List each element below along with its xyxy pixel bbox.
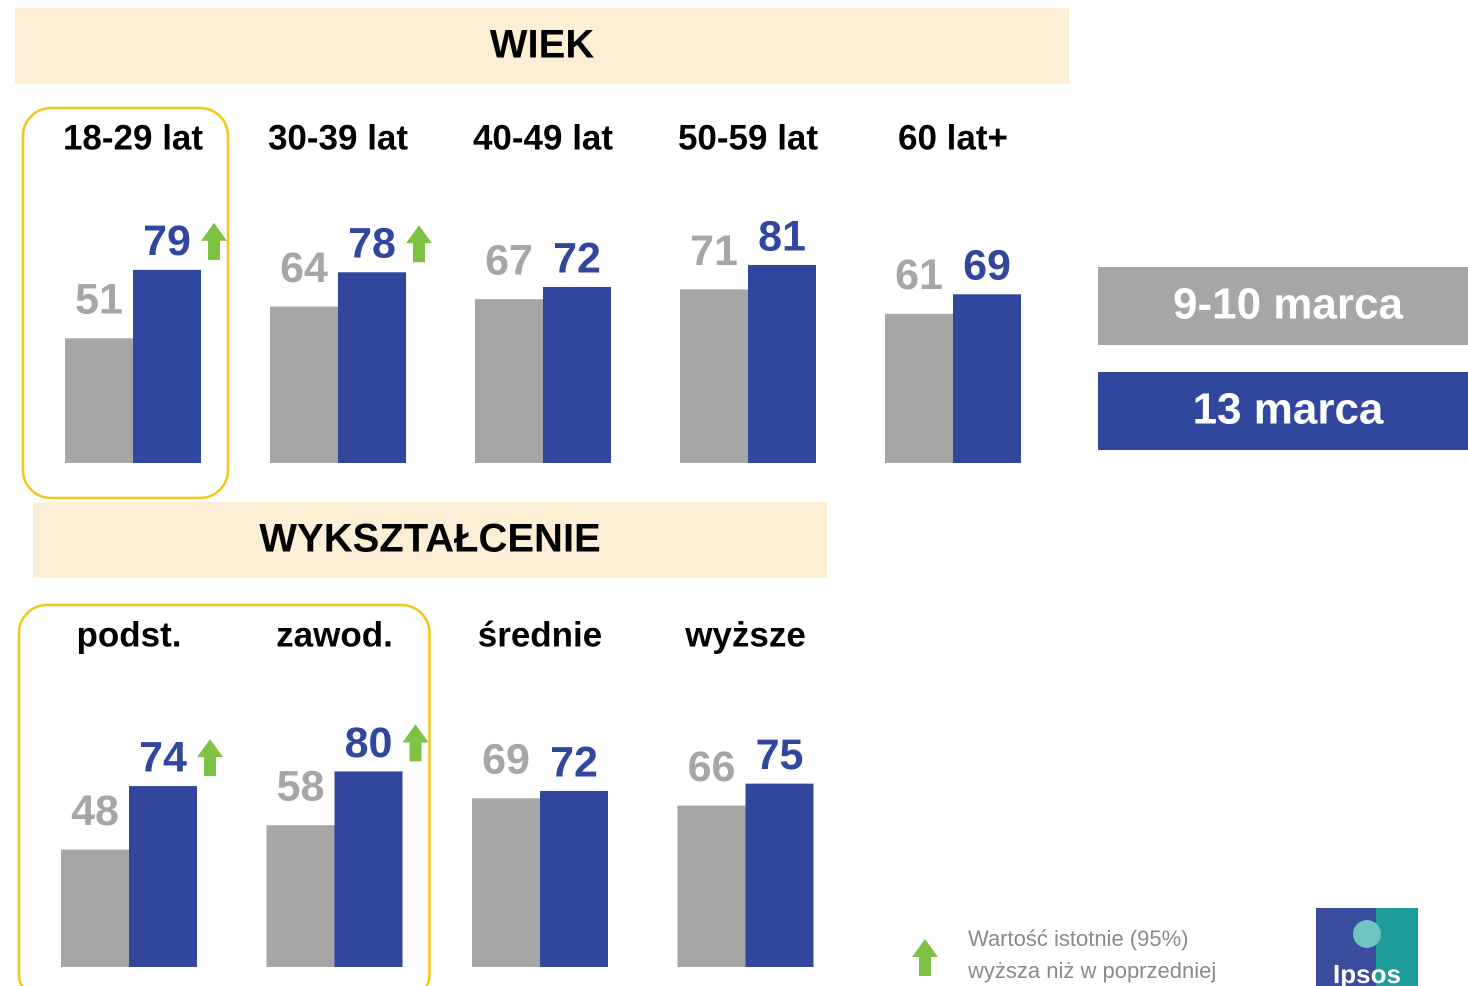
significance-arrow: [201, 222, 227, 260]
value-label: 74: [139, 733, 187, 781]
value-label: 69: [963, 242, 1011, 290]
note-line: wyższa niż w poprzedniej: [967, 958, 1216, 983]
bar: [472, 798, 540, 967]
value-label: 67: [485, 237, 533, 285]
highlight-box: [21, 106, 230, 500]
value-label: 51: [75, 276, 123, 324]
group-label: 50-59 lat: [678, 118, 818, 157]
group-label: wyższe: [684, 615, 806, 654]
value-label: 71: [690, 227, 738, 275]
group-label: średnie: [478, 615, 603, 654]
value-label: 69: [482, 736, 530, 784]
value-label: 72: [550, 738, 598, 786]
value-label: 66: [688, 743, 736, 791]
bar: [953, 294, 1021, 463]
value-label: 64: [280, 244, 328, 292]
value-label: 75: [756, 731, 804, 779]
value-label: 61: [895, 251, 943, 299]
legend-label: 9-10 marca: [1173, 280, 1403, 329]
bar: [270, 306, 338, 463]
bar: [540, 790, 608, 967]
bar: [334, 771, 403, 967]
logo-icon: [1353, 920, 1381, 948]
group-label: 18-29 lat: [63, 118, 203, 157]
note-line: Wartość istotnie (95%): [968, 926, 1188, 951]
legend-swatch: [1098, 267, 1468, 345]
group-label: 40-49 lat: [473, 118, 613, 157]
bar: [266, 825, 335, 967]
group-label: 60 lat+: [898, 118, 1008, 157]
bar: [885, 313, 953, 463]
significance-arrow: [197, 739, 223, 777]
header-band: [15, 8, 1069, 84]
bar: [65, 338, 133, 463]
bar: [677, 805, 746, 967]
significance-arrow: [402, 724, 429, 762]
note-arrow: [912, 939, 938, 976]
bar: [745, 783, 814, 967]
group-label: 30-39 lat: [268, 118, 408, 157]
value-label: 58: [277, 763, 325, 811]
value-label: 81: [758, 212, 806, 260]
bar: [748, 264, 816, 463]
bar: [338, 272, 406, 463]
value-label: 78: [348, 220, 396, 268]
value-label: 48: [71, 787, 119, 835]
header-band: [33, 502, 827, 578]
bar: [680, 289, 748, 463]
bar: [61, 849, 129, 967]
bar: [543, 286, 611, 463]
significance-arrow: [406, 225, 432, 263]
bar: [133, 269, 201, 463]
bar: [129, 786, 197, 967]
value-label: 72: [553, 234, 601, 282]
legend-label: 13 marca: [1193, 385, 1384, 434]
logo: Ipsos: [1333, 959, 1401, 986]
group-label: zawod.: [276, 615, 393, 654]
chart-title: WYKSZTAŁCENIE: [259, 517, 600, 561]
chart-title: WIEK: [490, 23, 595, 67]
legend-swatch: [1098, 372, 1468, 450]
value-label: 80: [345, 719, 393, 767]
highlight-box: [17, 603, 431, 986]
value-label: 79: [143, 217, 191, 265]
bar: [475, 299, 543, 463]
group-label: podst.: [77, 615, 182, 654]
